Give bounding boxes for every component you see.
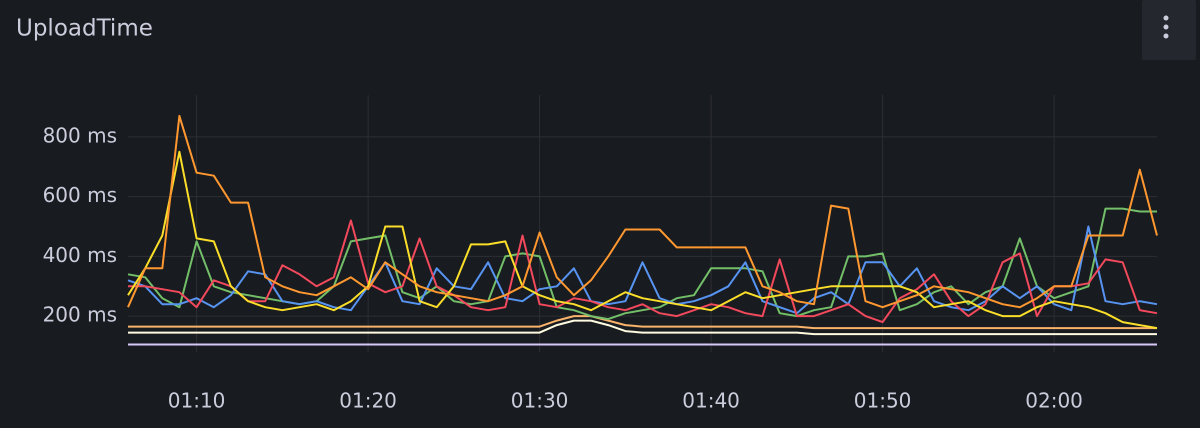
x-tick-label: 01:40	[682, 389, 740, 413]
y-tick-label: 200 ms	[43, 303, 117, 327]
series-line	[128, 219, 1158, 324]
series-line	[127, 114, 1158, 309]
x-tick-label: 02:00	[1025, 389, 1083, 413]
menu-button-bg[interactable]	[1142, 0, 1196, 60]
x-tick-label: 01:20	[339, 389, 397, 413]
y-tick-label: 400 ms	[43, 243, 117, 267]
series-line	[127, 150, 1158, 330]
x-tick-label: 01:10	[168, 389, 226, 413]
series-line	[127, 225, 1158, 315]
series-line	[128, 319, 1157, 336]
series-line	[128, 315, 1157, 330]
panel-title: UploadTime	[16, 16, 153, 42]
menu-button[interactable]	[1142, 0, 1196, 60]
x-tick-label: 01:30	[511, 389, 569, 413]
y-tick-label: 800 ms	[43, 123, 117, 147]
menu-dot	[1163, 24, 1169, 30]
x-tick-label: 01:50	[854, 389, 912, 413]
plot	[127, 114, 1158, 346]
grid: 200 ms 400 ms 600 ms 800 ms 01:10 01:20 01:30 0…	[43, 95, 1157, 413]
y-tick-label: 600 ms	[43, 183, 117, 207]
menu-dot	[1163, 15, 1169, 21]
menu-dot	[1163, 33, 1169, 39]
